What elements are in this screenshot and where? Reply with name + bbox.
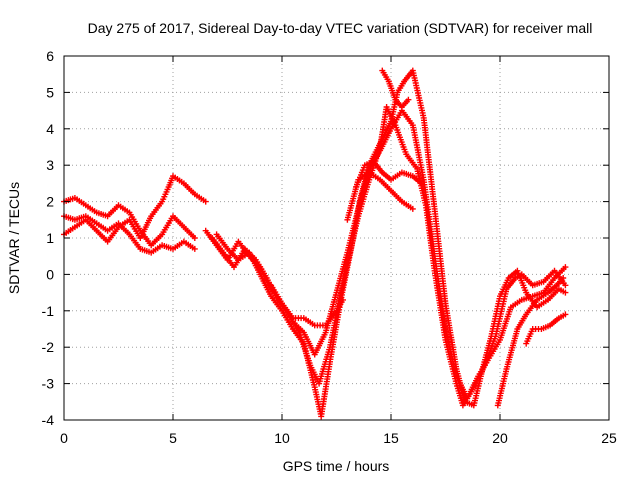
data-point [562,264,569,271]
data-point [340,296,346,303]
y-tick-label: -3 [42,376,55,392]
x-tick-label: 20 [492,430,508,446]
axis-ticks: 0 5 10 15 20 25 -4 -3 -2 -1 0 1 2 3 4 5 6 [42,48,617,446]
series-track-8 [353,158,425,190]
series-track-4 [202,107,569,402]
data-point [191,245,198,252]
data-point [562,289,569,296]
x-tick-label: 15 [383,430,399,446]
x-tick-label: 0 [60,430,68,446]
series-track-5 [209,104,569,409]
series-track-9 [379,67,412,110]
data-point [191,235,198,241]
y-tick-label: 4 [46,121,54,137]
data-series [61,67,569,420]
series-track-2 [61,213,198,256]
series-track-10 [494,275,567,409]
y-tick-label: 2 [46,194,54,210]
series-track-6 [213,67,569,420]
y-tick-label: 5 [46,84,54,100]
data-point [562,282,569,289]
y-tick-label: -1 [42,303,55,319]
y-axis-label: SDTVAR / TECUs [6,182,22,294]
series-track-11 [523,311,569,347]
y-tick-label: 6 [46,48,54,64]
series-track-1 [61,195,198,249]
series-track-12 [268,282,346,329]
y-tick-label: 1 [46,230,54,246]
y-tick-label: 3 [46,157,54,173]
x-tick-label: 5 [169,430,177,446]
series-line [211,106,567,407]
y-tick-label: 0 [46,266,54,282]
series-track-3 [61,173,209,245]
x-tick-label: 25 [601,430,617,446]
data-point [409,205,416,212]
x-tick-label: 10 [274,430,290,446]
data-point [560,275,567,281]
data-point [405,96,412,103]
x-axis-label: GPS time / hours [283,458,390,474]
data-point [562,311,569,318]
y-tick-label: -2 [42,339,55,355]
data-point [202,198,209,205]
data-point [418,180,425,187]
chart-title: Day 275 of 2017, Sidereal Day-to-day VTE… [88,20,593,36]
y-tick-label: -4 [42,412,55,428]
